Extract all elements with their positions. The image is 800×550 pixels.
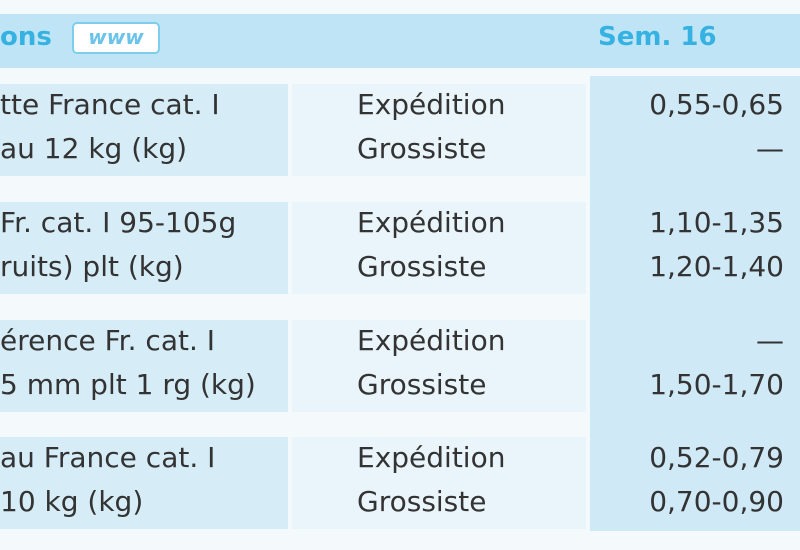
product-text: ruits) plt (kg) (0, 250, 184, 283)
price-text: — (756, 324, 784, 357)
product-text: 5 mm plt 1 rg (kg) (0, 368, 256, 401)
stage-text: Grossiste (357, 485, 487, 518)
price-text: 1,10-1,35 (649, 206, 784, 239)
stage-text: Expédition (357, 206, 506, 239)
price-text: 0,55-0,65 (649, 88, 784, 121)
stage-text: Grossiste (357, 132, 487, 165)
stage-text: Grossiste (357, 250, 487, 283)
section-title: ons (0, 22, 52, 52)
www-icon: www (72, 22, 160, 54)
stage-text: Grossiste (357, 368, 487, 401)
stage-cell (292, 437, 586, 529)
stage-cell (292, 202, 586, 294)
stage-text: Expédition (357, 441, 506, 474)
week-label: Sem. 16 (598, 22, 717, 52)
price-text: — (756, 132, 784, 165)
product-cell (0, 202, 288, 294)
price-text: 0,52-0,79 (649, 441, 784, 474)
price-column (590, 76, 800, 531)
price-text: 1,20-1,40 (649, 250, 784, 283)
stage-cell (292, 84, 586, 176)
product-cell (0, 437, 288, 529)
product-text: 10 kg (kg) (0, 485, 144, 518)
stage-text: Expédition (357, 324, 506, 357)
product-text: au 12 kg (kg) (0, 132, 188, 165)
product-cell (0, 84, 288, 176)
product-text: Fr. cat. I 95-105g (0, 206, 237, 239)
stage-cell (292, 320, 586, 412)
product-text: tte France cat. I (0, 88, 220, 121)
product-cell (0, 320, 288, 412)
product-text: érence Fr. cat. I (0, 324, 216, 357)
price-text: 1,50-1,70 (649, 368, 784, 401)
product-text: au France cat. I (0, 441, 216, 474)
stage-text: Expédition (357, 88, 506, 121)
price-text: 0,70-0,90 (649, 485, 784, 518)
